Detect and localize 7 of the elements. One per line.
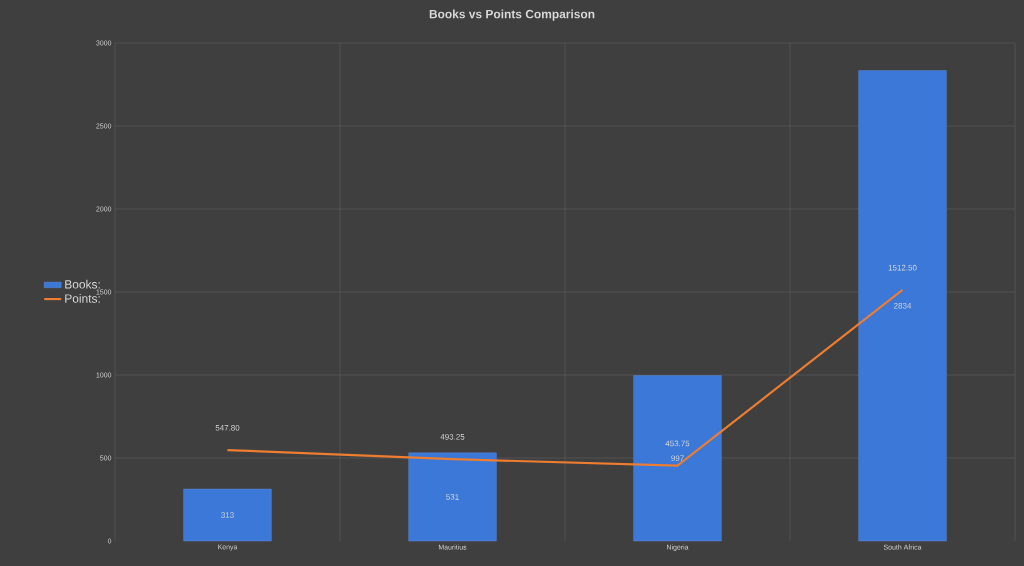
legend-label: Books: (65, 279, 100, 289)
legend-label: Points: (65, 294, 100, 303)
chart-title: Books vs Points Comparison (429, 9, 595, 21)
bar (633, 375, 722, 542)
bar (408, 452, 497, 542)
bar (183, 488, 272, 542)
bar (858, 70, 947, 542)
